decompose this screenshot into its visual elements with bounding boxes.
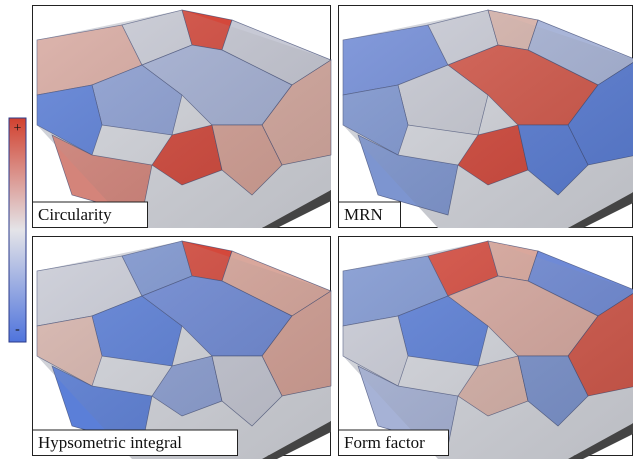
colorbar-max: + — [14, 121, 22, 136]
colorbar — [9, 118, 26, 342]
panel-label: MRN — [344, 205, 383, 224]
panel-label: Circularity — [38, 205, 112, 224]
page: {"colorbar": {"max_label": "+", "min_lab… — [0, 0, 633, 459]
map-panel: Hypsometric integral — [33, 237, 332, 460]
map-panel: Circularity — [33, 6, 332, 229]
panel-label: Form factor — [344, 433, 425, 452]
map-panel: Form factor — [339, 237, 633, 460]
colorbar-min: - — [15, 322, 20, 337]
map-panel: MRN — [339, 6, 633, 229]
panel-label: Hypsometric integral — [38, 433, 182, 452]
figure: + - Circularity — [0, 0, 633, 459]
